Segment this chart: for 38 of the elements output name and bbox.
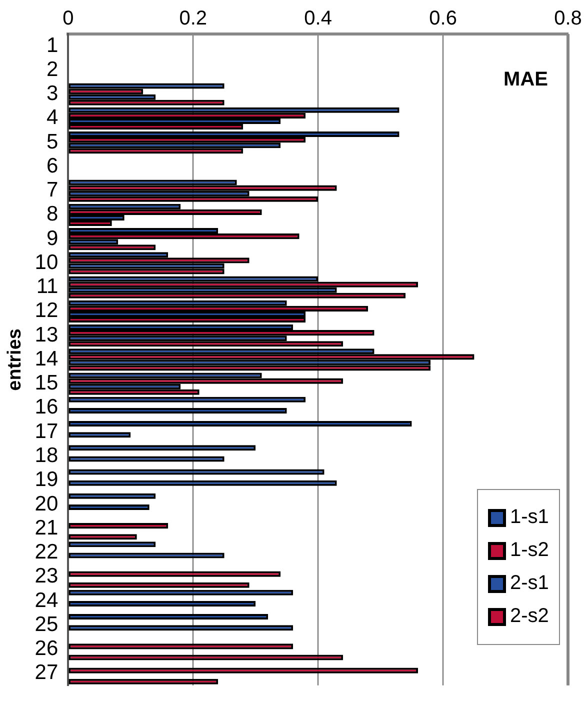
y-tick-label: 1: [46, 34, 58, 57]
y-tick-label: 7: [46, 178, 58, 202]
y-tick-label: 9: [46, 226, 58, 250]
y-tick-label: 15: [34, 372, 58, 395]
y-tick-label: 11: [36, 275, 58, 298]
y-tick-label: 21: [34, 516, 58, 540]
y-tick-label: 25: [34, 612, 58, 636]
y-tick-label: 18: [34, 444, 58, 467]
y-tick-label: 17: [34, 420, 58, 443]
legend-label: 2-s2: [510, 605, 549, 628]
y-tick-label: 10: [34, 250, 58, 274]
y-tick-label: 20: [34, 492, 58, 516]
y-tick-label: 6: [46, 154, 58, 178]
legend-label: 2-s1: [510, 572, 549, 596]
y-tick-label: 23: [34, 564, 58, 588]
y-tick-label: 3: [46, 82, 58, 106]
y-tick-label: 26: [34, 637, 58, 660]
legend-label: 1-s2: [510, 539, 549, 562]
legend-label: 1-s1: [510, 506, 549, 530]
y-tick-label: 12: [34, 299, 58, 322]
y-tick-label: 8: [46, 202, 58, 226]
y-tick-label: 5: [46, 130, 58, 154]
x-tick-label: 0.4: [304, 8, 332, 30]
x-tick-label: 0.2: [179, 8, 208, 30]
annotation: MAE: [504, 68, 548, 91]
y-tick-label: 16: [34, 396, 58, 419]
y-tick-label: 27: [34, 661, 58, 684]
x-tick-label: 0.8: [554, 8, 582, 30]
y-tick-label: 13: [34, 323, 58, 346]
y-tick-label: 4: [46, 106, 58, 130]
x-tick-label: 0.6: [429, 8, 457, 30]
y-axis-title: entries: [4, 328, 26, 391]
y-tick-label: 22: [34, 540, 58, 564]
y-tick-label: 14: [34, 347, 58, 370]
y-tick-label: 24: [34, 588, 58, 612]
y-tick-label: 19: [34, 468, 58, 492]
y-tick-label: 2: [46, 58, 58, 81]
x-tick-label: 0: [62, 8, 74, 30]
